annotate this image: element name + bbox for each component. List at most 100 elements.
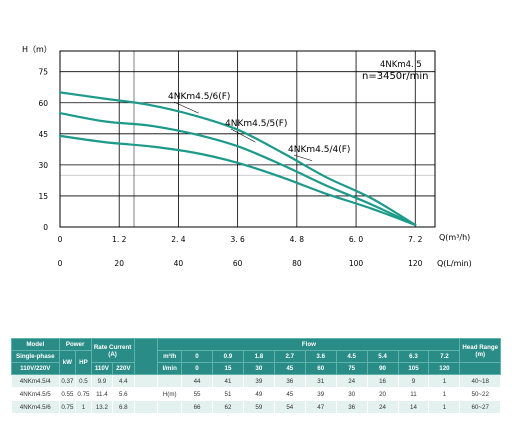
y-tick-label: 15 [38, 192, 48, 201]
row-head: 20 [366, 387, 399, 401]
row-hp: 1 [75, 400, 92, 414]
row-head: 1 [428, 400, 461, 414]
row-head: 36 [273, 374, 306, 388]
row-head: 44 [181, 374, 213, 388]
row-blank [133, 374, 159, 388]
row-a220: 4.4 [112, 374, 135, 388]
flow-lmin-3: 45 [273, 362, 306, 375]
x-tick-label-bottom: 80 [292, 259, 302, 268]
x-tick-label-bottom: 0 [58, 259, 63, 268]
x-tick-label-bottom: 60 [233, 259, 243, 268]
flow-lmin-5: 75 [335, 362, 368, 375]
col-power: Power [58, 338, 92, 351]
row-model: 4NKm4.5/6 [11, 400, 60, 414]
flow-m3h-2: 1.8 [242, 350, 275, 363]
series-label-1: 4NKm4.5/5(F) [225, 119, 287, 129]
pump-curve-chart: H（m） 0 15 30 45 60 75 0 1. 2 2. 4 3. 6 4. 8 6. 0 7.… [22, 45, 472, 268]
row-head: 39 [304, 387, 337, 401]
row-head-range: 40~18 [459, 374, 501, 388]
row-model: 4NKm4.5/5 [11, 387, 60, 401]
row-unit-blank [157, 374, 183, 388]
row-unit-blank [157, 400, 183, 414]
x-tick-label-top: 0 [58, 235, 63, 244]
series-line-1 [58, 112, 417, 226]
y-axis-label: H（m） [22, 45, 52, 54]
row-kw: 0.37 [58, 374, 77, 388]
flow-m3h-4: 3.6 [304, 350, 337, 363]
row-head: 51 [211, 387, 244, 401]
table-row: 4NKm4.5/6 0.75 1 13.2 6.8 66 62 59 54 47… [11, 400, 501, 414]
row-head: 14 [397, 400, 430, 414]
row-blank [133, 400, 159, 414]
flow-lmin-2: 30 [242, 362, 275, 375]
series-label-0: 4NKm4.5/6(F) [168, 92, 230, 102]
row-head: 49 [242, 387, 275, 401]
row-hp: 0.75 [75, 387, 92, 401]
series-label-2: 4NKm4.5/4(F) [288, 145, 350, 155]
flow-m3h-5: 4.5 [335, 350, 368, 363]
x-tick-label-top: 2. 4 [171, 235, 186, 244]
row-head: 16 [366, 374, 399, 388]
row-head: 54 [273, 400, 306, 414]
col-head-blank [459, 362, 501, 375]
chart-grid [60, 51, 435, 227]
x-tick-labels-top: 0 1. 2 2. 4 3. 6 4. 8 6. 0 7. 2 [58, 235, 423, 244]
row-head-range: 50~22 [459, 387, 501, 401]
spec-table: Model Power Rate Current (A) Flow Head R… [11, 338, 501, 414]
series-line-0 [58, 91, 417, 226]
x-tick-labels-bottom: 0 20 40 60 80 100 120 [58, 259, 423, 268]
hm-label: H(m) [157, 387, 183, 401]
flow-lmin-1: 15 [211, 362, 244, 375]
flow-lmin-7: 105 [397, 362, 430, 375]
flow-m3h-6: 5.4 [366, 350, 399, 363]
row-head: 59 [242, 400, 275, 414]
series-label-leader [293, 154, 313, 162]
x-tick-label-top: 4. 8 [290, 235, 305, 244]
row-head: 9 [397, 374, 430, 388]
col-110v: 110V [90, 362, 114, 375]
col-kw: kW [58, 350, 77, 375]
x-tick-label-bottom: 100 [349, 259, 364, 268]
row-a110: 13.2 [90, 400, 114, 414]
col-flow: Flow [157, 338, 461, 351]
col-rated-current: Rate Current (A) [90, 338, 135, 363]
x-tick-label-top: 7. 2 [408, 235, 423, 244]
speed-label: n=3450r/min [362, 71, 429, 82]
col-head-range: Head Range (m) [459, 338, 501, 363]
series-label-leader [173, 101, 199, 114]
row-hp: 0.5 [75, 374, 92, 388]
series-line-2 [58, 134, 417, 226]
table-row: 4NKm4.5/5 0.55 0.75 11.4 5.6 H(m) 55 51 … [11, 387, 501, 401]
row-head: 1 [428, 387, 461, 401]
row-kw: 0.75 [58, 400, 77, 414]
flow-m3h-0: 0 [181, 350, 213, 363]
row-a110: 11.4 [90, 387, 114, 401]
y-tick-label: 75 [38, 68, 48, 77]
flow-m3h-7: 6.3 [397, 350, 430, 363]
table-row: 4NKm4.5/4 0.37 0.5 9.9 4.4 44 41 39 36 3… [11, 374, 501, 388]
row-head: 45 [273, 387, 306, 401]
flow-lmin-8: 120 [428, 362, 461, 375]
x-axis-label-top: Q(m³/h) [439, 233, 470, 242]
series-label-leader [230, 128, 256, 143]
col-blank [133, 338, 159, 375]
x-tick-label-bottom: 40 [174, 259, 184, 268]
x-tick-label-top: 1. 2 [112, 235, 127, 244]
model-label: 4NKm4. 5 [380, 60, 422, 70]
row-head-range: 60~27 [459, 400, 501, 414]
row-head: 30 [335, 387, 368, 401]
row-head: 41 [211, 374, 244, 388]
unit-lmin: l/min [157, 362, 183, 375]
y-tick-label: 0 [43, 223, 48, 232]
row-a220: 5.6 [112, 387, 135, 401]
col-hp: HP [75, 350, 92, 375]
flow-m3h-3: 2.7 [273, 350, 306, 363]
col-single-phase: Single-phase [11, 350, 60, 363]
row-model: 4NKm4.5/4 [11, 374, 60, 388]
y-tick-label: 45 [38, 130, 48, 139]
y-tick-labels: 0 15 30 45 60 75 [38, 68, 48, 232]
plot-frame [59, 50, 436, 228]
x-tick-label-top: 3. 6 [230, 235, 245, 244]
unit-m3h: m³/h [157, 350, 183, 363]
row-a220: 6.8 [112, 400, 135, 414]
